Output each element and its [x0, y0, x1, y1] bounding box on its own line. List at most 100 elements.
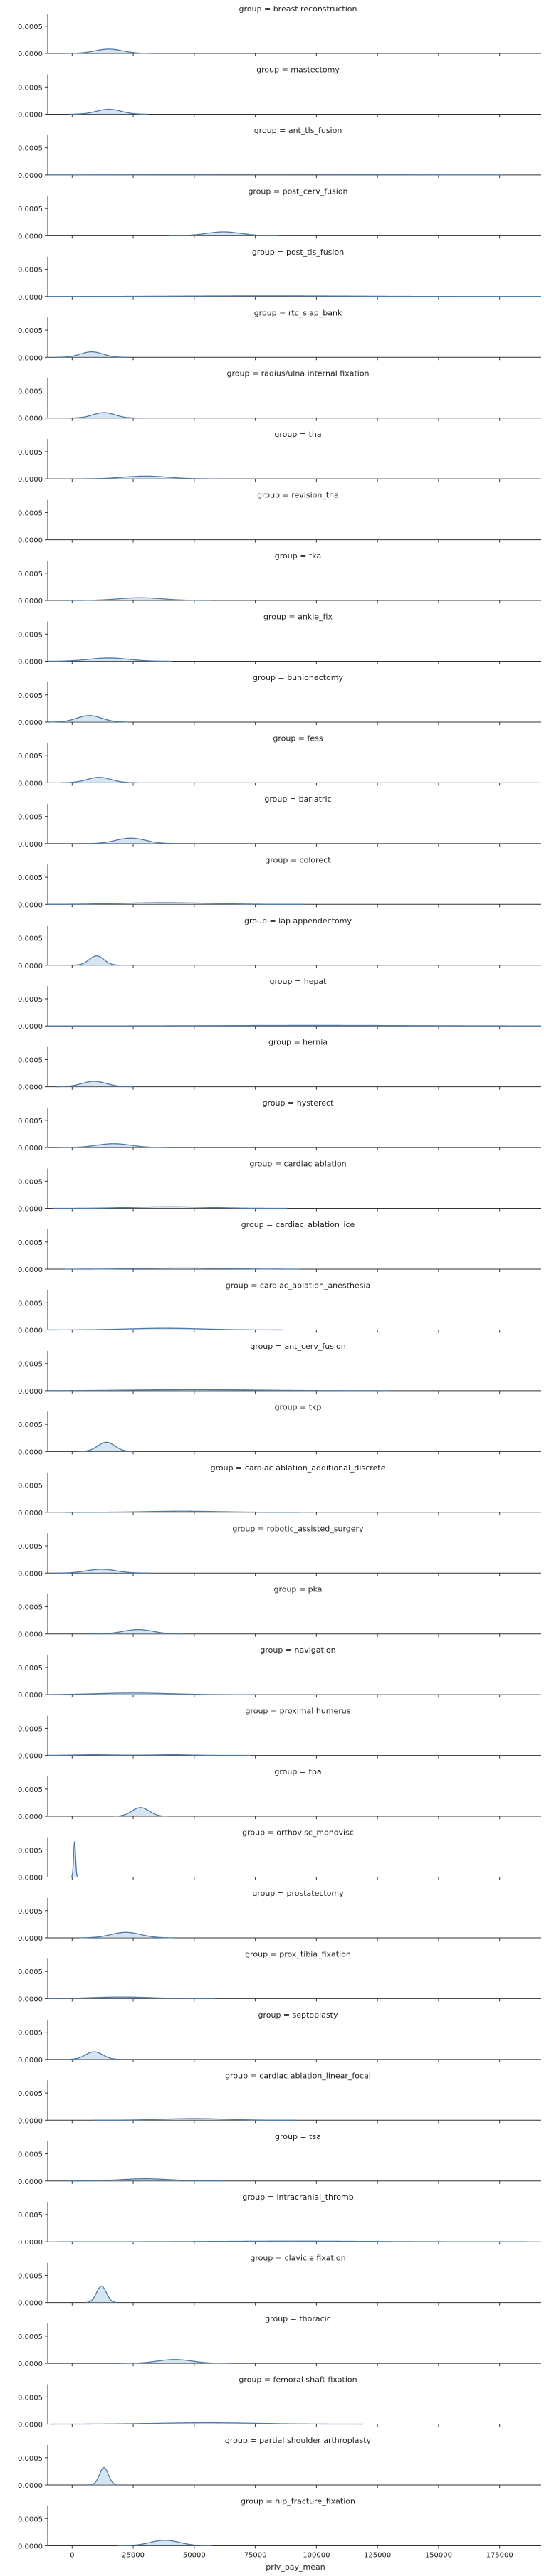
facet-title: group = hernia	[268, 1038, 328, 1047]
y-tick-label: 0.0000	[18, 1448, 43, 1456]
y-tick-label: 0.0000	[18, 2300, 43, 2308]
y-tick-label: 0.0000	[18, 841, 43, 849]
facet-title: group = rtc_slap_bank	[254, 308, 342, 317]
facet-panel: group = septoplasty 0.0000 0.0005	[18, 2010, 541, 2064]
density-line	[47, 1389, 390, 1392]
density-line	[75, 475, 216, 479]
y-tick-label: 0.0000	[18, 1023, 43, 1031]
y-tick-label: 0.0000	[18, 415, 43, 423]
y-tick-label: 0.0000	[18, 598, 43, 605]
facet-title: group = colorect	[265, 855, 331, 864]
y-tick-label: 0.0005	[18, 2212, 43, 2220]
density-fill	[113, 1807, 168, 1817]
facet-title: group = revision_tha	[257, 491, 339, 500]
density-fill	[85, 2286, 117, 2303]
density-line	[113, 1807, 168, 1817]
facet-panel: group = hernia 0.0000 0.0005	[18, 1038, 541, 1092]
y-tick-label: 0.0005	[18, 2455, 43, 2463]
density-fill	[48, 1692, 251, 1695]
y-tick-label: 0.0000	[18, 901, 43, 909]
facet-title: group = hysterect	[263, 1098, 335, 1108]
y-tick-label: 0.0005	[18, 1908, 43, 1916]
facet-title: group = tsa	[275, 2132, 321, 2141]
density-line	[48, 174, 503, 176]
y-tick-label: 0.0000	[18, 719, 43, 727]
y-tick-label: 0.0000	[18, 172, 43, 180]
y-tick-label: 0.0000	[18, 1510, 43, 1517]
facet-title: group = mastectomy	[256, 65, 340, 74]
facet-title: group = thoracic	[265, 2314, 331, 2323]
density-line	[54, 1569, 149, 1574]
y-tick-label: 0.0005	[18, 1968, 43, 1976]
density-line	[60, 777, 138, 783]
density-line	[66, 48, 152, 54]
facet-panel: group = femoral shaft fixation 0.0000 0.00…	[18, 2375, 541, 2429]
y-tick-label: 0.0000	[18, 2422, 43, 2429]
density-line	[52, 1206, 288, 1209]
y-tick-label: 0.0000	[18, 1875, 43, 1882]
y-tick-label: 0.0000	[18, 1570, 43, 1578]
facet-title: group = robotic_assisted_surgery	[232, 1524, 364, 1533]
facet-panel: group = tpa 0.0000 0.0005	[18, 1767, 541, 1821]
y-tick-label: 0.0005	[18, 571, 43, 578]
facet-title: group = partial shoulder arthroplasty	[225, 2436, 372, 2445]
density-line	[47, 1754, 251, 1756]
density-line	[83, 837, 178, 844]
facet-panel: group = lap appendectomy 0.0000 0.0005	[18, 916, 541, 970]
facet-title: group = ant_cerv_fusion	[250, 1342, 345, 1351]
facet-title: group = cardiac ablation_linear_focal	[225, 2071, 371, 2080]
y-tick-label: 0.0000	[18, 1145, 43, 1152]
x-axis-label: priv_pay_mean	[266, 2562, 325, 2572]
density-line	[48, 1024, 542, 1027]
y-tick-label: 0.0000	[18, 1995, 43, 2003]
shared-x-axis: 0 25000 50000 75000 100000 125000 150000 175000	[70, 2551, 513, 2559]
density-fill	[73, 955, 120, 965]
facet-title: group = clavicle fixation	[250, 2254, 345, 2263]
y-tick-label: 0.0005	[18, 509, 43, 517]
facet-title: group = cardiac ablation	[249, 1160, 346, 1169]
y-tick-label: 0.0005	[18, 2272, 43, 2280]
facet-title: group = breast reconstruction	[239, 4, 357, 14]
y-tick-label: 0.0000	[18, 537, 43, 545]
y-tick-label: 0.0005	[18, 753, 43, 760]
density-line	[48, 902, 306, 905]
facet-panel: group = post_tls_fusion 0.0000 0.0005	[18, 248, 541, 302]
y-tick-label: 0.0005	[18, 2333, 43, 2341]
facet-panel: group = revision_tha 0.0000 0.0005	[18, 491, 541, 545]
facet-panel: group = tsa 0.0000 0.0005	[18, 2132, 541, 2186]
density-line	[85, 2286, 117, 2304]
facet-panel: group = rtc_slap_bank 0.0000 0.0005	[18, 308, 541, 362]
facet-title: group = hepat	[270, 977, 328, 986]
y-tick-label: 0.0000	[18, 111, 43, 119]
y-tick-label: 0.0000	[18, 294, 43, 302]
facet-title: group = proximal humerus	[245, 1707, 350, 1716]
y-tick-label: 0.0005	[18, 814, 43, 822]
y-tick-label: 0.0000	[18, 1753, 43, 1761]
y-tick-label: 0.0000	[18, 1084, 43, 1092]
y-tick-label: 0.0005	[18, 84, 43, 92]
y-tick-label: 0.0005	[18, 1786, 43, 1794]
x-tick-label: 125000	[364, 2551, 391, 2559]
facet-panel: group = colorect 0.0000 0.0005	[18, 855, 541, 909]
facet-panel: group = tkp 0.0000 0.0005	[18, 1402, 541, 1456]
y-tick-label: 0.0000	[18, 1266, 43, 1274]
facet-panel: group = mastectomy 0.0000 0.0005	[18, 65, 541, 119]
facet-title: group = cardiac_ablation_ice	[241, 1220, 355, 1229]
density-line	[47, 1327, 283, 1331]
y-tick-label: 0.0000	[18, 2543, 43, 2550]
y-tick-label: 0.0005	[18, 1421, 43, 1429]
y-tick-label: 0.0000	[18, 963, 43, 970]
density-line	[70, 1840, 78, 1877]
facet-panel: group = proximal humerus 0.0000 0.0005	[18, 1707, 541, 1761]
y-tick-label: 0.0005	[18, 1178, 43, 1186]
facet-title: group = radius/ulna internal fixation	[226, 369, 369, 378]
density-line	[47, 657, 172, 662]
y-tick-label: 0.0005	[18, 1725, 43, 1733]
density-line	[69, 108, 148, 115]
facet-panel: group = ant_tls_fusion 0.0000 0.0005	[18, 126, 541, 180]
y-tick-label: 0.0005	[18, 2394, 43, 2402]
y-tick-label: 0.0005	[18, 1361, 43, 1369]
y-tick-label: 0.0000	[18, 2239, 43, 2247]
density-line	[56, 351, 127, 358]
